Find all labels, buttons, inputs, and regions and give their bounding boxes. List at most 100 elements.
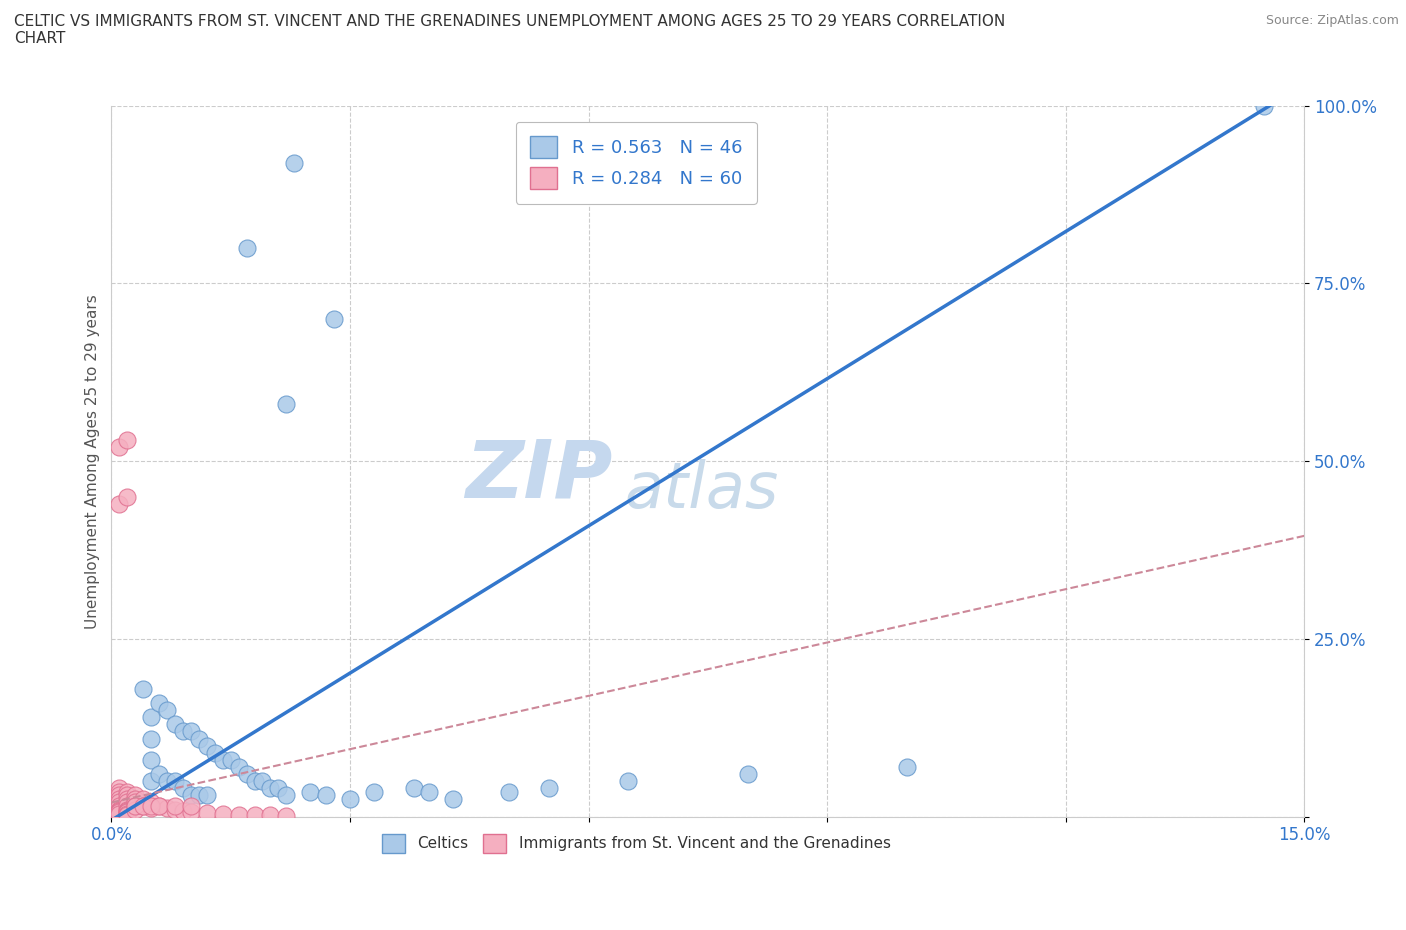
Point xyxy=(243,808,266,823)
Text: ZIP: ZIP xyxy=(465,436,613,514)
Point xyxy=(267,781,290,796)
Point xyxy=(108,803,131,817)
Point xyxy=(276,788,298,803)
Point xyxy=(163,799,186,814)
Text: CELTIC VS IMMIGRANTS FROM ST. VINCENT AND THE GRENADINES UNEMPLOYMENT AMONG AGES: CELTIC VS IMMIGRANTS FROM ST. VINCENT AN… xyxy=(14,14,1005,46)
Text: Source: ZipAtlas.com: Source: ZipAtlas.com xyxy=(1265,14,1399,27)
Point xyxy=(108,795,131,810)
Point xyxy=(259,781,281,796)
Point xyxy=(108,788,131,803)
Point xyxy=(163,803,186,817)
Point xyxy=(259,808,281,823)
Point xyxy=(117,799,139,814)
Y-axis label: Unemployment Among Ages 25 to 29 years: Unemployment Among Ages 25 to 29 years xyxy=(86,294,100,629)
Point xyxy=(108,799,131,814)
Point xyxy=(117,791,139,806)
Point xyxy=(108,440,131,455)
Point xyxy=(896,760,918,775)
Point xyxy=(156,801,179,816)
Point xyxy=(124,788,146,803)
Point xyxy=(132,799,155,814)
Point xyxy=(363,784,385,799)
Point xyxy=(211,752,233,767)
Point xyxy=(235,241,257,256)
Point xyxy=(108,799,131,814)
Point xyxy=(418,784,440,799)
Point xyxy=(228,807,250,822)
Point xyxy=(441,791,464,806)
Point xyxy=(148,696,170,711)
Point xyxy=(163,774,186,789)
Point xyxy=(195,805,218,820)
Point xyxy=(204,745,226,760)
Point xyxy=(124,791,146,806)
Point xyxy=(323,312,346,326)
Point xyxy=(117,805,139,820)
Point xyxy=(108,804,131,818)
Point xyxy=(187,788,209,803)
Point xyxy=(156,774,179,789)
Point xyxy=(617,774,640,789)
Point xyxy=(180,788,202,803)
Point xyxy=(124,799,146,814)
Point xyxy=(315,788,337,803)
Point xyxy=(737,766,759,781)
Point xyxy=(180,805,202,820)
Point xyxy=(117,795,139,810)
Point xyxy=(219,752,242,767)
Point xyxy=(1253,99,1275,113)
Point xyxy=(124,799,146,814)
Point xyxy=(108,788,131,803)
Point xyxy=(108,805,131,820)
Point xyxy=(108,803,131,817)
Point xyxy=(537,781,560,796)
Point xyxy=(124,803,146,817)
Point xyxy=(108,784,131,799)
Point xyxy=(108,791,131,806)
Point xyxy=(108,805,131,820)
Legend: Celtics, Immigrants from St. Vincent and the Grenadines: Celtics, Immigrants from St. Vincent and… xyxy=(375,828,897,858)
Point xyxy=(402,781,425,796)
Point xyxy=(132,682,155,697)
Point xyxy=(108,804,131,818)
Point xyxy=(283,155,305,170)
Point xyxy=(108,791,131,806)
Point xyxy=(172,724,194,738)
Point xyxy=(132,799,155,814)
Point xyxy=(117,432,139,447)
Point xyxy=(148,799,170,814)
Point xyxy=(141,710,163,724)
Point xyxy=(117,788,139,803)
Point xyxy=(117,803,139,817)
Point xyxy=(117,784,139,799)
Point xyxy=(141,731,163,746)
Point xyxy=(117,807,139,822)
Point xyxy=(187,731,209,746)
Point xyxy=(117,806,139,821)
Point xyxy=(141,795,163,810)
Point xyxy=(132,791,155,806)
Point xyxy=(148,799,170,814)
Point xyxy=(180,724,202,738)
Point xyxy=(141,801,163,816)
Point xyxy=(235,766,257,781)
Point xyxy=(243,774,266,789)
Point xyxy=(195,738,218,753)
Point xyxy=(141,774,163,789)
Point xyxy=(180,799,202,814)
Point xyxy=(108,497,131,512)
Point xyxy=(228,760,250,775)
Point xyxy=(108,796,131,811)
Point xyxy=(141,799,163,814)
Point xyxy=(211,806,233,821)
Point xyxy=(299,784,322,799)
Text: atlas: atlas xyxy=(624,458,779,521)
Point xyxy=(195,788,218,803)
Point xyxy=(339,791,361,806)
Point xyxy=(108,805,131,820)
Point xyxy=(117,804,139,818)
Point xyxy=(252,774,274,789)
Point xyxy=(148,766,170,781)
Point xyxy=(108,806,131,821)
Point xyxy=(172,804,194,818)
